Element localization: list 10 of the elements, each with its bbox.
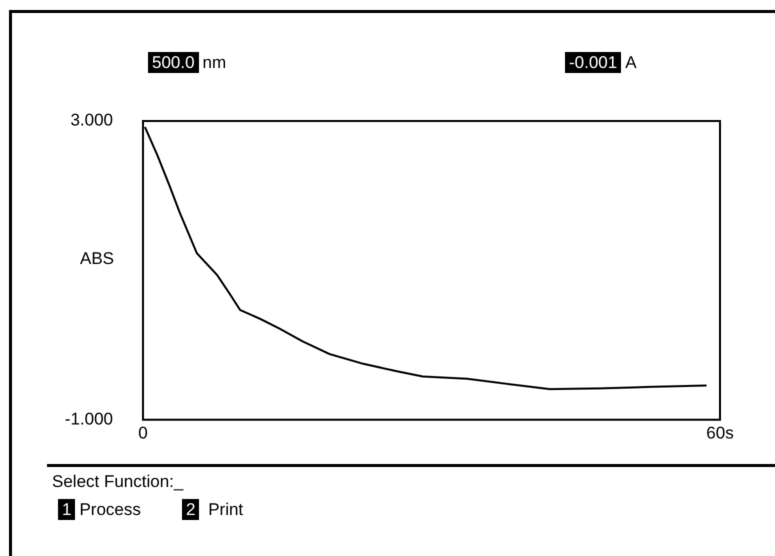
- y-tick-label: -1.000: [64, 409, 113, 428]
- text: Select Function:_: [52, 472, 184, 492]
- text: -0.001 A: [568, 52, 637, 73]
- text: 1 Process: [61, 499, 141, 520]
- y-axis-title: ABS: [80, 249, 114, 269]
- text: 500.0 nm: [151, 52, 226, 73]
- text: 2 Print: [185, 499, 244, 520]
- x-tick-label: 0: [138, 424, 148, 443]
- x-tick-label: 60s: [706, 424, 734, 443]
- y-tick-label: 3.000: [70, 110, 113, 130]
